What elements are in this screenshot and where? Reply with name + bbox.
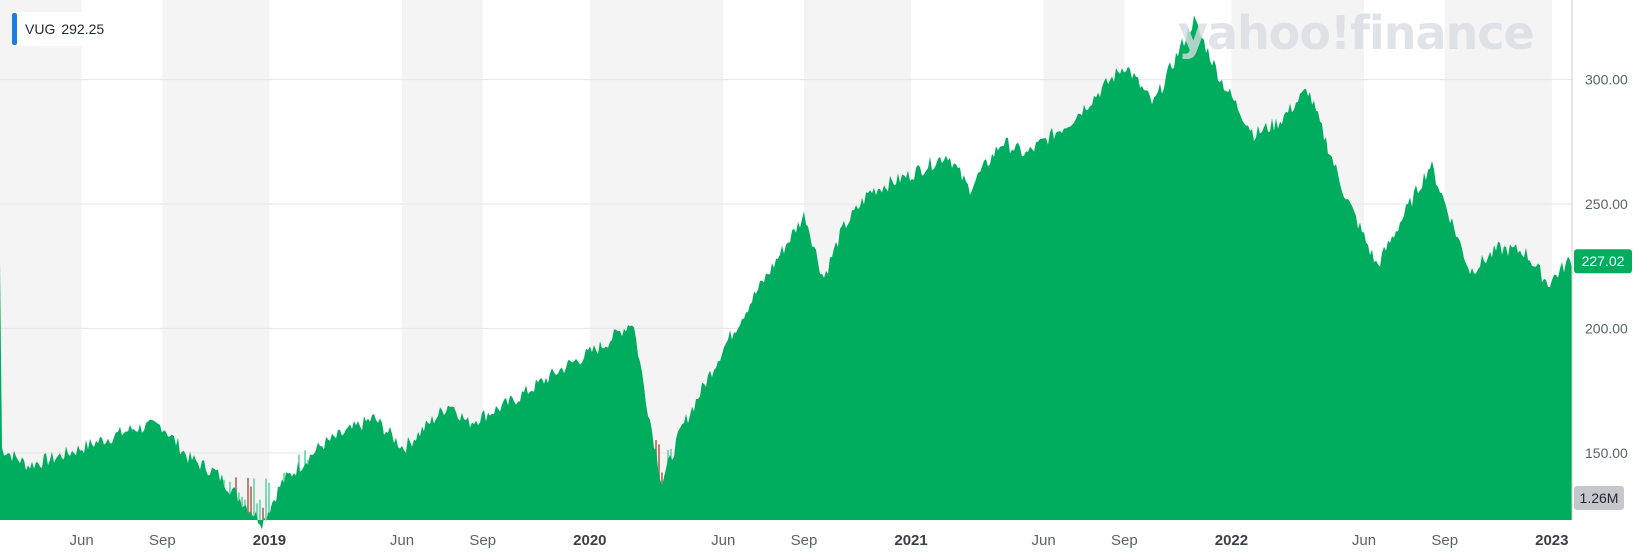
y-tick-label: 200.00 — [1585, 320, 1628, 336]
x-tick-label: Jun — [1352, 532, 1376, 549]
volume-bar — [259, 499, 261, 520]
current-price-tag — [1574, 249, 1632, 274]
legend-swatch — [12, 13, 17, 45]
x-tick-label: Jun — [1032, 532, 1056, 549]
x-tick-label: 2020 — [573, 532, 606, 549]
volume-bar — [262, 507, 264, 520]
x-tick-label: Sep — [1111, 532, 1138, 549]
period-band — [0, 0, 82, 520]
x-tick-label: 2021 — [894, 532, 927, 549]
period-band — [162, 0, 270, 520]
x-tick-label: Jun — [70, 532, 94, 549]
current-price-label: 227.02 — [1582, 253, 1625, 269]
volume-bar — [247, 477, 249, 520]
value-tags: 227.02 1.26M — [1574, 249, 1632, 510]
legend-label: VUG 292.25 — [25, 21, 110, 37]
volume-bar — [268, 482, 270, 520]
legend[interactable]: VUG 292.25 — [12, 12, 119, 46]
x-tick-label: Sep — [1431, 532, 1458, 549]
current-volume-tag — [1574, 486, 1624, 510]
x-tick-label: Sep — [469, 532, 496, 549]
yahoo-finance-logo: yahoo!finance — [1178, 6, 1535, 60]
y-tick-label: 300.00 — [1585, 72, 1628, 88]
x-tick-label: Sep — [149, 532, 176, 549]
y-tick-label: 150.00 — [1585, 445, 1628, 461]
x-tick-label: Jun — [390, 532, 414, 549]
volume-bar — [265, 478, 267, 520]
x-tick-label: 2023 — [1535, 532, 1568, 549]
legend-symbol: VUG — [25, 21, 56, 37]
x-tick-label: 2019 — [253, 532, 286, 549]
x-tick-label: Jun — [711, 532, 735, 549]
y-axis-ticks: 150.00 200.00 250.00 300.00 — [1571, 0, 1628, 520]
x-axis-ticks: Jun Sep 2019 Jun Sep 2020 Jun Sep 2021 Jun Sep 2022… — [70, 532, 1569, 549]
y-tick-label: 250.00 — [1585, 196, 1628, 212]
legend-value: 292.25 — [61, 21, 105, 37]
x-tick-label: Sep — [791, 532, 818, 549]
volume-bar — [256, 503, 258, 520]
x-tick-label: 2022 — [1215, 532, 1248, 549]
price-area — [0, 15, 1572, 530]
volume-bar — [253, 478, 255, 520]
current-volume-label: 1.26M — [1580, 490, 1619, 506]
volume-bar — [250, 486, 252, 520]
